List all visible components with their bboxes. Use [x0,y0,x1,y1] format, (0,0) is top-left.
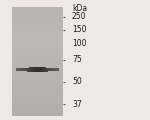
Text: 100: 100 [72,39,87,48]
Text: 50: 50 [72,77,82,86]
Text: 75: 75 [72,55,82,65]
Text: kDa: kDa [72,4,87,13]
Text: 37: 37 [72,100,82,109]
Text: 250: 250 [72,12,87,21]
Text: 150: 150 [72,26,87,35]
